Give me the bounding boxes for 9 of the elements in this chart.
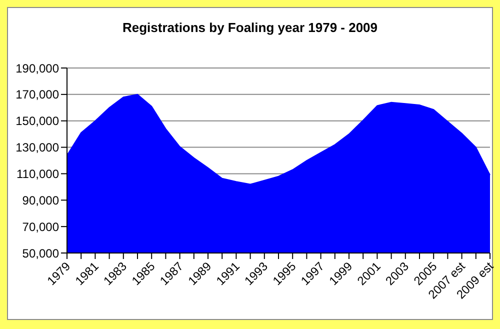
y-tick-label: 50,000 (22, 246, 60, 260)
y-tick-label: 190,000 (16, 61, 60, 76)
y-tick-label: 110,000 (16, 166, 60, 181)
y-tick-label: 70,000 (22, 220, 60, 234)
y-tick-label: 90,000 (22, 193, 60, 208)
chart-title: Registrations by Foaling year 1979 - 2009 (121, 20, 379, 35)
y-tick-label: 150,000 (16, 114, 60, 128)
y-tick-label: 130,000 (16, 140, 60, 155)
y-tick-label: 170,000 (16, 88, 60, 102)
